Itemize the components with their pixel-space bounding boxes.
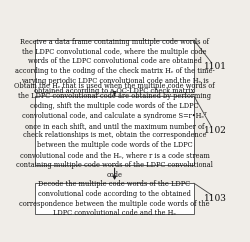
Text: Decode the multiple code words of the LDPC
convolutional code according to the o: Decode the multiple code words of the LD… (19, 180, 210, 217)
Text: 1103: 1103 (204, 194, 227, 203)
FancyBboxPatch shape (35, 40, 194, 92)
Text: 1102: 1102 (204, 126, 227, 135)
FancyBboxPatch shape (35, 96, 194, 165)
Text: Receive a data frame containing multiple code words of
the LDPC convolutional co: Receive a data frame containing multiple… (15, 38, 214, 95)
FancyBboxPatch shape (35, 183, 194, 214)
Text: Obtain the Hₑ that is used when the multiple code words of
the LDPC convolutiona: Obtain the Hₑ that is used when the mult… (14, 83, 215, 179)
Text: 1101: 1101 (204, 62, 227, 71)
